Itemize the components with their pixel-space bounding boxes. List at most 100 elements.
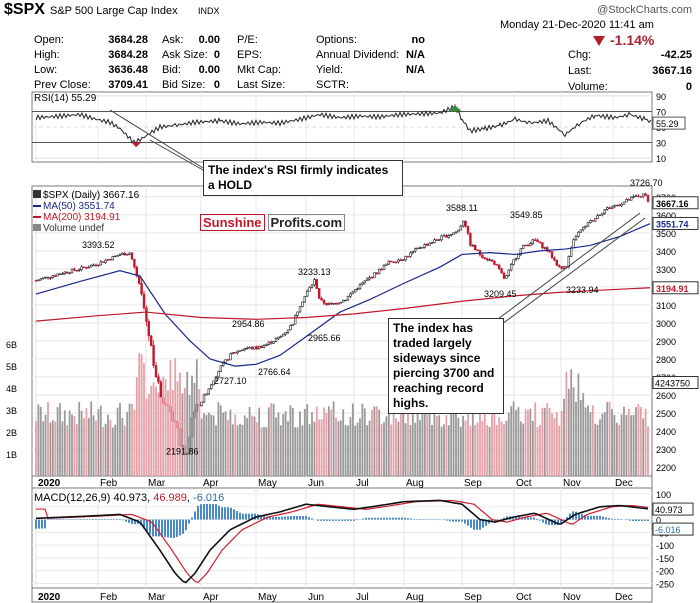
volume-bar <box>373 406 376 476</box>
volume-bar <box>481 421 484 476</box>
macd-histogram-bar <box>467 519 469 526</box>
candle <box>145 307 148 322</box>
candle <box>68 272 71 274</box>
volume-bar <box>627 408 630 476</box>
macd-histogram-bar <box>104 518 106 520</box>
macd-histogram-bar <box>191 517 193 520</box>
volume-bar <box>637 404 640 476</box>
candle <box>577 231 580 237</box>
volume-bar <box>73 416 76 476</box>
candle <box>553 257 556 261</box>
candle <box>217 371 220 378</box>
candle <box>154 365 158 378</box>
macd-histogram-bar <box>545 519 547 525</box>
bid-size-label: Bid Size: <box>162 79 206 91</box>
volume-bar <box>486 425 489 476</box>
macd-hist-badge-text: -6.016 <box>655 525 681 535</box>
macd-histogram-bar <box>593 515 595 520</box>
macd-histogram-bar <box>323 519 325 521</box>
macd-histogram-bar <box>242 513 244 520</box>
macd-histogram-bar <box>170 519 172 538</box>
volume-bar <box>579 400 582 476</box>
candle <box>464 220 467 227</box>
candle <box>140 283 143 295</box>
candle <box>202 394 206 403</box>
volume-bar <box>234 414 237 476</box>
candle <box>394 261 398 263</box>
candle <box>246 347 249 350</box>
x-tick-label: Nov <box>563 592 581 603</box>
macd-histogram-bar <box>590 515 592 520</box>
candle <box>368 277 371 280</box>
candle <box>531 239 535 244</box>
macd-histogram-bar <box>218 505 220 520</box>
volume-bar <box>591 405 594 476</box>
macd-histogram-bar <box>524 517 526 520</box>
volume-bar <box>584 407 587 476</box>
macd-histogram-bar <box>641 519 643 521</box>
x-tick-label: Feb <box>100 478 118 489</box>
volume-bar <box>287 421 289 476</box>
candle <box>157 376 160 383</box>
x-tick-label: Aug <box>406 592 424 603</box>
candle <box>625 199 628 203</box>
candle <box>428 242 431 246</box>
macd-histogram-bar <box>389 517 391 520</box>
macd-histogram-bar <box>230 507 232 520</box>
volume-bar <box>443 424 445 476</box>
eps-label: EPS: <box>237 49 263 61</box>
candle <box>341 299 345 303</box>
volume-bar <box>599 419 601 476</box>
volume-bar <box>363 408 366 476</box>
volume-bar <box>95 420 97 476</box>
rsi-annotation-pointer <box>109 109 204 169</box>
prev-close-label: Prev Close: <box>34 79 91 91</box>
candle <box>560 266 563 269</box>
macd-tick-label: -100 <box>656 541 674 551</box>
x-tick-label: Aug <box>406 478 424 489</box>
candle <box>584 225 587 228</box>
macd-histogram-bar <box>614 518 616 520</box>
candle <box>255 346 258 350</box>
volume-bar <box>618 424 621 476</box>
candle <box>337 302 340 305</box>
volume-bar <box>227 419 229 476</box>
volume-bar <box>531 420 534 476</box>
volume-bar <box>323 407 325 476</box>
volume-bar <box>503 423 505 476</box>
candle <box>87 266 91 269</box>
annual-dividend-label: Annual Dividend: <box>316 49 400 61</box>
price-tick-label: 3300 <box>656 265 676 275</box>
price-tick-label: 2400 <box>656 427 676 437</box>
candle <box>641 193 645 197</box>
candle <box>53 275 57 277</box>
volume-bar <box>258 407 261 476</box>
rsi-oversold-area <box>132 142 141 148</box>
volume-bar <box>107 414 109 476</box>
candle <box>598 214 602 216</box>
volume-bar <box>291 407 294 476</box>
volume-bar <box>455 409 457 476</box>
macd-histogram-bar <box>584 515 586 520</box>
candle <box>82 266 86 268</box>
macd-histogram-bar <box>167 519 169 538</box>
volume-bar <box>543 407 546 476</box>
candle <box>538 241 542 244</box>
volume-bar <box>635 407 637 476</box>
candle <box>505 275 508 279</box>
macd-histogram-bar <box>587 515 589 520</box>
macd-histogram-bar <box>293 516 295 520</box>
candle <box>430 242 434 244</box>
candle <box>608 207 611 209</box>
candle <box>373 272 376 278</box>
candle <box>421 247 424 249</box>
candle <box>159 381 162 399</box>
macd-histogram-bar <box>401 517 403 520</box>
macd-histogram-bar <box>461 519 463 522</box>
x-axis-band-1 <box>31 475 653 489</box>
candle <box>382 265 386 271</box>
candle <box>339 301 342 304</box>
candle <box>274 338 278 342</box>
macd-histogram-bar <box>251 513 253 520</box>
volume-badge <box>652 376 699 389</box>
